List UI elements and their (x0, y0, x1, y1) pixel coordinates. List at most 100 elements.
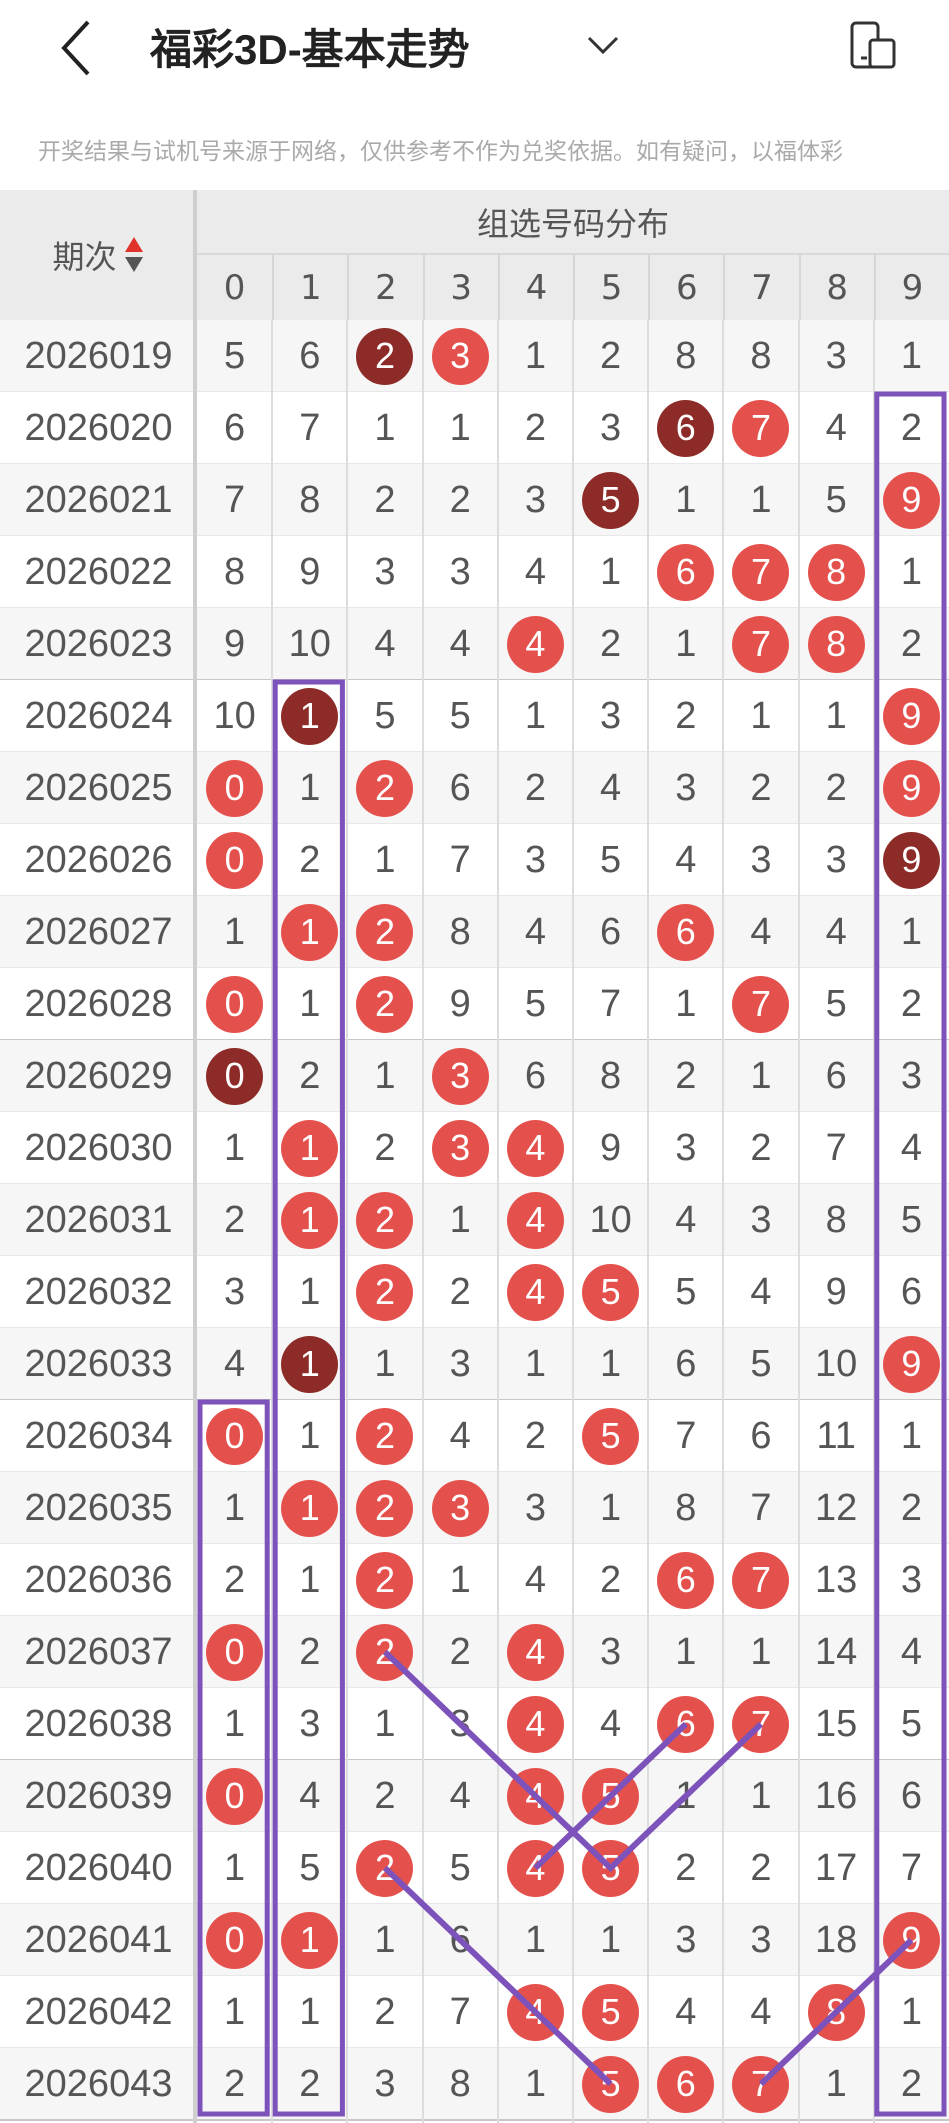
digit-cell: 2 (750, 1126, 772, 1169)
digit-cell: 6 (750, 1414, 772, 1457)
period-cell: 2026020 (24, 406, 173, 449)
table-row (0, 1544, 949, 1616)
hit-ball: 7 (732, 2055, 790, 2113)
digit-cell: 2 (900, 622, 922, 665)
hit-ball: 7 (732, 975, 790, 1033)
period-cell: 2026022 (24, 550, 173, 593)
digit-cell: 5 (449, 694, 471, 737)
digit-cell: 2 (900, 1486, 922, 1529)
digit-cell: 7 (449, 838, 471, 881)
digit-cell: 5 (299, 1846, 321, 1889)
digit-cell: 2 (900, 982, 922, 1025)
digit-cell: 9 (874, 464, 949, 536)
digit-cell: 1 (600, 550, 622, 593)
digit-cell: 4 (675, 1198, 697, 1241)
hit-ball: 6 (657, 1695, 715, 1753)
period-cell: 2026031 (24, 1198, 173, 1241)
digit-cell: 1 (299, 1414, 321, 1457)
digit-cell: 4 (524, 550, 546, 593)
hit-ball: 5 (582, 2055, 640, 2113)
page-title[interactable]: 福彩3D-基本走势 (150, 26, 470, 73)
digit-cell: 8 (825, 1198, 847, 1241)
digit-cell: 0 (197, 1904, 272, 1976)
hit-ball: 2 (356, 1263, 414, 1321)
digit-cell: 2 (449, 1630, 471, 1673)
digit-cell: 2 (299, 838, 321, 881)
digit-cell: 6 (524, 1054, 546, 1097)
digit-cell: 7 (299, 406, 321, 449)
hit-ball: 9 (882, 831, 940, 889)
column-divider (346, 320, 349, 2123)
digit-cell: 3 (423, 1112, 498, 1184)
hit-ball: 7 (732, 1551, 790, 1609)
hit-ball: 0 (206, 975, 264, 1033)
digit-cell: 2 (347, 1400, 422, 1472)
digit-cell: 4 (900, 1126, 922, 1169)
digit-cell: 9 (299, 550, 321, 593)
digit-cell: 2 (524, 1414, 546, 1457)
digit-cell: 4 (600, 766, 622, 809)
digit-cell: 8 (299, 478, 321, 521)
hit-ball: 2 (356, 1839, 414, 1897)
digit-cell: 4 (498, 1832, 573, 1904)
digit-cell: 4 (524, 910, 546, 953)
hit-ball: 4 (506, 1983, 564, 2041)
digit-cell: 1 (449, 1198, 471, 1241)
digit-cell: 5 (374, 694, 396, 737)
chevron-down-icon[interactable] (585, 30, 621, 60)
digit-cell: 2 (374, 1990, 396, 2033)
digit-cell: 2 (449, 1270, 471, 1313)
hit-ball: 2 (356, 1191, 414, 1249)
device-switch-icon[interactable] (848, 20, 898, 70)
table-row (0, 824, 949, 896)
digit-cell: 1 (825, 2062, 847, 2105)
digit-cell: 4 (750, 910, 772, 953)
digit-cell: 7 (723, 392, 798, 464)
hit-ball: 2 (356, 1551, 414, 1609)
hit-ball: 1 (281, 1479, 339, 1537)
digit-cell: 7 (825, 1126, 847, 1169)
digit-cell: 2 (675, 1846, 697, 1889)
digit-cell: 2 (347, 1184, 422, 1256)
digit-cell: 2 (299, 2062, 321, 2105)
period-header[interactable]: 期次 (0, 190, 197, 320)
digit-cell: 2 (374, 478, 396, 521)
digit-cell: 6 (900, 1774, 922, 1817)
digit-cell: 9 (224, 622, 246, 665)
digit-cell: 1 (900, 1990, 922, 2033)
digit-cell: 2 (347, 1472, 422, 1544)
digit-header-4: 4 (497, 255, 573, 320)
digit-cell: 0 (197, 752, 272, 824)
hit-ball: 9 (882, 1335, 940, 1393)
digit-cell: 3 (675, 766, 697, 809)
hit-ball: 1 (281, 1335, 339, 1393)
digit-cell: 1 (900, 334, 922, 377)
digit-cell: 1 (675, 478, 697, 521)
hit-ball: 5 (582, 1263, 640, 1321)
period-cell: 2026030 (24, 1126, 173, 1169)
digit-cell: 5 (524, 982, 546, 1025)
period-cell: 2026021 (24, 478, 173, 521)
digit-cell: 1 (600, 1918, 622, 1961)
chevron-left-icon[interactable] (52, 18, 102, 78)
digit-cell: 1 (750, 1054, 772, 1097)
digit-cell: 6 (600, 910, 622, 953)
digit-cell: 15 (815, 1702, 858, 1745)
digit-cell: 7 (723, 536, 798, 608)
digit-cell: 9 (874, 1328, 949, 1400)
digit-cell: 1 (224, 910, 246, 953)
digit-cell: 1 (675, 1630, 697, 1673)
digit-cell: 1 (299, 982, 321, 1025)
digit-cell: 2 (600, 334, 622, 377)
digit-cell: 3 (449, 1342, 471, 1385)
digit-header-9: 9 (873, 255, 949, 320)
hit-ball: 7 (732, 399, 790, 457)
period-cell: 2026028 (24, 982, 173, 1025)
digit-cell: 4 (750, 1990, 772, 2033)
digit-cell: 1 (224, 1846, 246, 1889)
hit-ball: 1 (281, 1119, 339, 1177)
digit-cell: 1 (224, 1702, 246, 1745)
table-row (0, 1184, 949, 1256)
sort-icon[interactable] (123, 235, 145, 275)
digit-cell: 4 (825, 910, 847, 953)
